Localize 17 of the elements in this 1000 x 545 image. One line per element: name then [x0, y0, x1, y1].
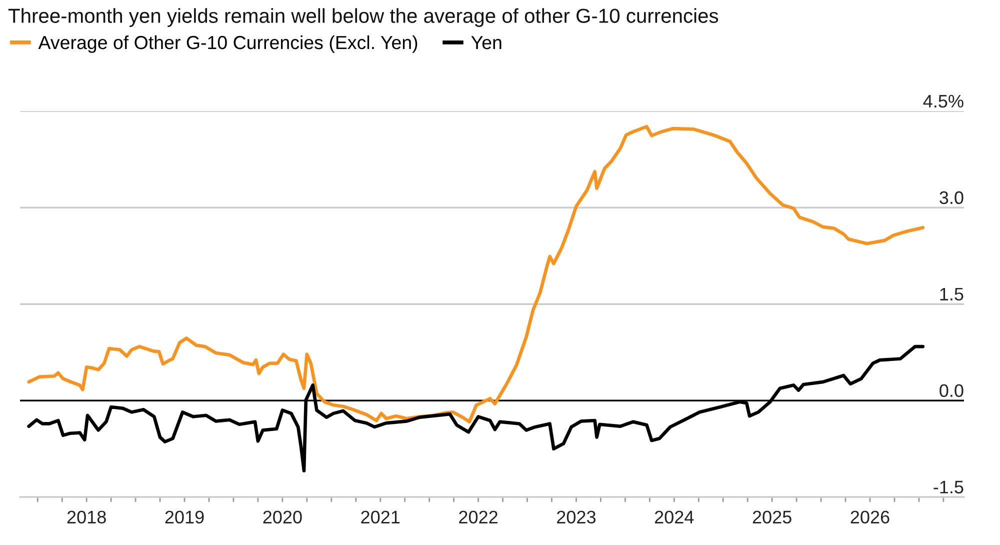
- x-tick-label: 2022: [459, 510, 498, 524]
- y-tick-label: 0.0: [940, 384, 964, 398]
- legend-label: Average of Other G-10 Currencies (Excl. Yen): [38, 35, 418, 53]
- x-tick-label: 2019: [165, 510, 204, 524]
- x-tick-label: 2026: [850, 510, 890, 524]
- y-tick-label: -1.5: [934, 480, 964, 494]
- y-tick-label: 3.0: [940, 191, 964, 204]
- x-tick-label: 2025: [752, 510, 792, 524]
- x-tick-label: 2021: [361, 510, 400, 524]
- legend-label: Yen: [471, 36, 502, 50]
- x-tick-label: 2024: [654, 510, 694, 524]
- y-tick-label: 1.5: [940, 288, 964, 301]
- chart-title: Three-month yen yields remain well below the average of other G-10 currencies: [8, 8, 718, 27]
- y-tick-label: 4.5%: [923, 94, 964, 108]
- x-tick-label: 2018: [67, 510, 106, 524]
- x-tick-label: 2023: [557, 510, 596, 524]
- x-tick-label: 2020: [263, 510, 302, 524]
